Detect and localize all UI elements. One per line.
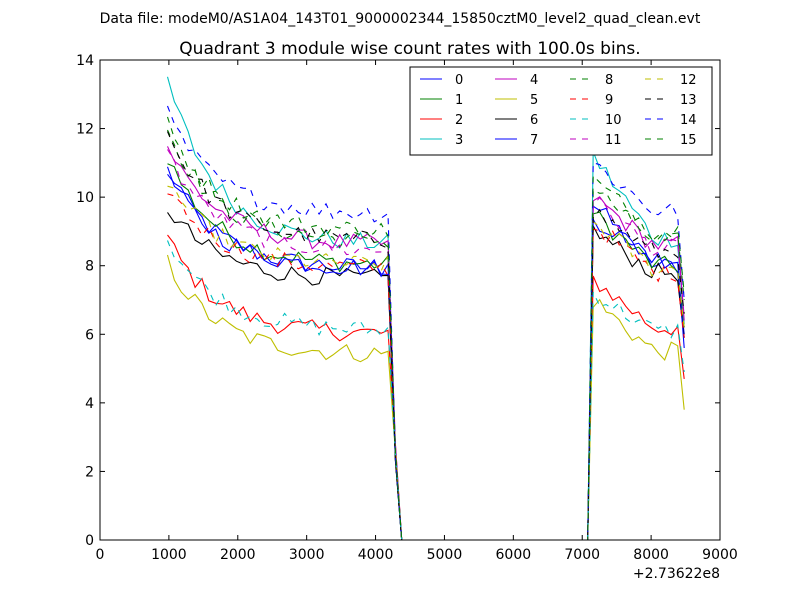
y-tick-label: 12 [76, 122, 94, 138]
legend-label-3: 3 [455, 133, 463, 148]
x-tick-label: 4000 [358, 547, 394, 563]
y-tick-label: 6 [85, 327, 94, 343]
legend-label-15: 15 [680, 133, 697, 148]
series-layer [166, 76, 685, 541]
series-line-5 [166, 254, 685, 541]
legend-label-5: 5 [530, 93, 538, 108]
x-tick-label: 3000 [289, 547, 325, 563]
chart-suptitle: Data file: modeM0/AS1A04_143T01_90000023… [100, 11, 701, 27]
series-line-2 [167, 234, 685, 541]
y-tick-label: 2 [85, 464, 94, 480]
legend-label-14: 14 [680, 113, 697, 128]
series-line-8 [167, 129, 685, 541]
series-line-14 [166, 105, 685, 541]
x-tick-label: 8000 [633, 547, 669, 563]
y-tick-label: 4 [85, 396, 94, 412]
series-line-15 [166, 116, 685, 541]
legend-label-6: 6 [530, 113, 538, 128]
series-line-0 [166, 166, 685, 541]
legend-label-4: 4 [530, 73, 538, 88]
legend-label-8: 8 [605, 73, 613, 88]
x-tick-label: 9000 [702, 547, 738, 563]
series-line-1 [167, 163, 685, 541]
legend-label-13: 13 [680, 93, 697, 108]
series-line-4 [167, 146, 685, 541]
legend-label-2: 2 [455, 113, 463, 128]
x-tick-label: 6000 [496, 547, 532, 563]
legend-label-0: 0 [455, 73, 463, 88]
x-tick-label: 1000 [151, 547, 187, 563]
x-tick-label: 7000 [564, 547, 600, 563]
legend-box [409, 66, 713, 156]
x-offset-label: +2.73622e8 [633, 566, 720, 582]
y-tick-label: 0 [85, 533, 94, 549]
legend-label-7: 7 [530, 133, 538, 148]
series-line-9 [167, 193, 685, 541]
x-tick-label: 0 [96, 547, 105, 563]
legend-label-12: 12 [680, 73, 697, 88]
series-line-7 [167, 173, 685, 541]
legend-label-11: 11 [605, 133, 622, 148]
y-tick-label: 8 [85, 259, 94, 275]
y-tick-label: 10 [76, 190, 94, 206]
legend-label-10: 10 [605, 113, 622, 128]
series-line-11 [167, 149, 685, 541]
series-line-13 [166, 131, 685, 541]
series-line-6 [167, 212, 685, 541]
tick-layer: 0 1000 2000 3000 4000 5000 6000 7000 8000 9000 0 2 4… [76, 53, 738, 563]
y-tick-label: 14 [76, 53, 94, 69]
chart-title: Quadrant 3 module wise count rates with … [179, 39, 640, 59]
plot-frame [99, 59, 721, 541]
x-tick-label: 5000 [427, 547, 463, 563]
x-tick-label: 2000 [220, 547, 256, 563]
legend-label-9: 9 [605, 93, 613, 108]
legend-label-1: 1 [455, 93, 463, 108]
